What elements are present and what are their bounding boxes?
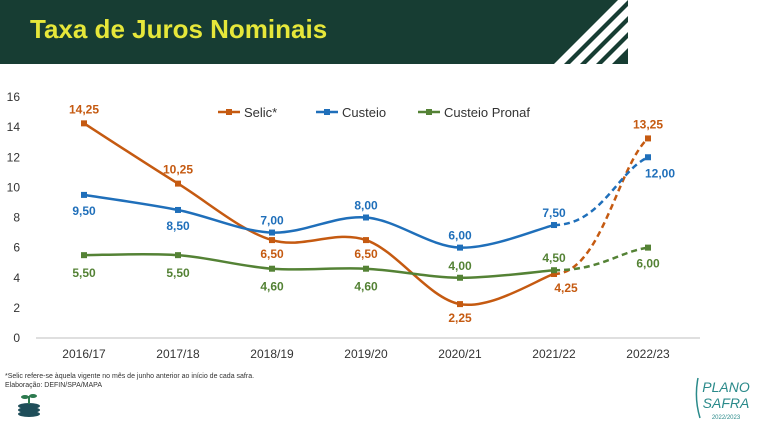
legend-marker (324, 109, 330, 115)
legend-label: Custeio (342, 105, 386, 120)
data-point (551, 222, 557, 229)
series-projection-line (553, 246, 649, 272)
data-point (551, 267, 557, 274)
header-bar: Taxa de Juros Nominais (0, 0, 628, 64)
data-point (645, 244, 651, 251)
plano-safra-logo: PLANO SAFRA 2022/2023 (695, 377, 750, 421)
legend-label: Custeio Pronaf (444, 105, 530, 120)
footnote-credit: Elaboração: DEFIN/SPA/MAPA (5, 382, 102, 389)
data-label: 8,00 (354, 199, 378, 213)
data-point (175, 252, 181, 259)
y-tick-label: 8 (13, 211, 20, 225)
x-tick-label: 2022/23 (626, 347, 670, 361)
x-tick-label: 2020/21 (438, 347, 482, 361)
data-label: 4,00 (448, 259, 472, 273)
data-label: 5,50 (72, 266, 96, 280)
header-stripes-decoration (554, 0, 628, 64)
x-tick-label: 2021/22 (532, 347, 576, 361)
data-label: 6,00 (448, 229, 472, 243)
coins-plant-icon (18, 394, 40, 417)
data-label: 7,50 (542, 206, 566, 220)
data-label: 4,25 (554, 281, 578, 295)
data-point (269, 265, 275, 272)
data-label: 7,00 (260, 214, 284, 228)
series-line (83, 193, 555, 249)
logo-line3: 2022/2023 (712, 415, 741, 421)
data-point (81, 120, 87, 127)
data-point (457, 301, 463, 308)
legend-marker (226, 109, 232, 115)
x-tick-label: 2019/20 (344, 347, 388, 361)
data-point (457, 274, 463, 281)
y-tick-label: 14 (7, 120, 21, 134)
y-tick-label: 4 (13, 271, 20, 285)
data-point (175, 180, 181, 187)
data-label: 6,00 (636, 257, 660, 271)
data-point (363, 214, 369, 221)
x-tick-label: 2016/17 (62, 347, 106, 361)
data-point (175, 206, 181, 213)
data-point (81, 252, 87, 259)
y-tick-label: 12 (7, 150, 21, 164)
logo-line2: SAFRA (703, 395, 750, 411)
data-label: 10,25 (163, 163, 193, 177)
y-tick-label: 6 (13, 241, 20, 255)
data-label: 14,25 (69, 102, 99, 116)
series-line (83, 252, 555, 280)
data-label: 12,00 (645, 166, 675, 180)
data-point (457, 244, 463, 251)
interest-rate-chart: 0 2 4 6 8 10 12 14 16 2016/17 2017/18 2018/19 2019/2… (7, 90, 700, 361)
series-projection-line (553, 137, 649, 276)
y-tick-label: 0 (13, 331, 20, 345)
data-label: 9,50 (72, 204, 96, 218)
data-point (269, 229, 275, 236)
legend-marker (426, 109, 432, 115)
data-point (645, 154, 651, 161)
data-label: 4,60 (260, 280, 284, 294)
logo-line1: PLANO (702, 379, 750, 395)
data-label: 8,50 (166, 219, 190, 233)
legend-label: Selic* (244, 105, 277, 120)
footnote-selic: *Selic refere-se àquela vigente no mês d… (5, 373, 255, 380)
y-tick-label: 2 (13, 301, 20, 315)
series-line (83, 122, 555, 307)
x-tick-label: 2018/19 (250, 347, 294, 361)
y-tick-label: 10 (7, 180, 21, 194)
data-point (363, 237, 369, 244)
data-label: 2,25 (448, 311, 472, 325)
data-point (363, 265, 369, 272)
y-tick-label: 16 (7, 90, 21, 104)
data-point (645, 135, 651, 142)
data-label: 13,25 (633, 117, 663, 131)
data-label: 6,50 (354, 247, 378, 261)
data-label: 4,50 (542, 251, 566, 265)
data-label: 5,50 (166, 266, 190, 280)
data-point (269, 237, 275, 244)
series-projection-line (553, 156, 649, 227)
page-title: Taxa de Juros Nominais (30, 14, 328, 44)
data-label: 4,60 (354, 280, 378, 294)
data-point (81, 191, 87, 198)
x-tick-label: 2017/18 (156, 347, 200, 361)
footnote: *Selic refere-se àquela vigente no mês d… (5, 372, 254, 390)
data-label: 6,50 (260, 247, 284, 261)
data-point (551, 270, 557, 277)
